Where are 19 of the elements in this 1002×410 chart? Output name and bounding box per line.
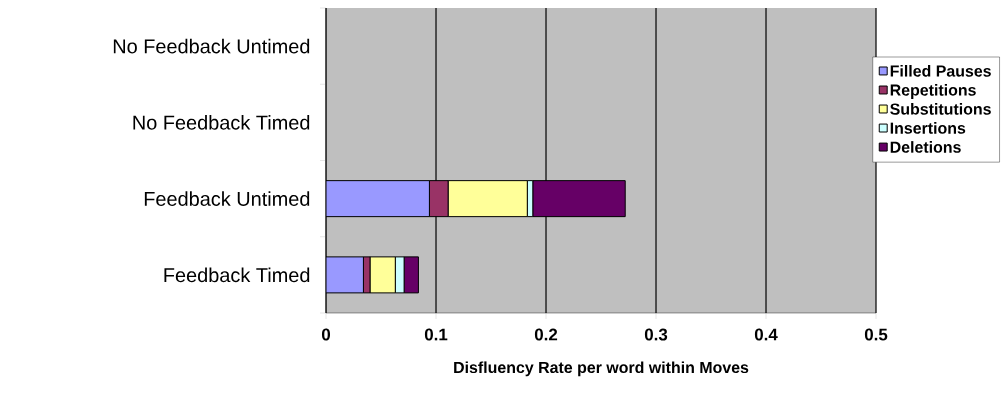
x-tick-label: 0.1 (424, 328, 448, 341)
bar (326, 180, 430, 218)
x-tick-label: 0 (321, 328, 331, 341)
x-tick-label: 0.3 (644, 328, 668, 341)
x-axis-title: Disfluency Rate per word within Moves (454, 361, 749, 377)
x-tick-label: 0.2 (534, 328, 558, 341)
x-tick-label: 0.4 (754, 328, 778, 341)
x-tick-label: 0.5 (864, 328, 888, 341)
y-tick-label: Feedback Timed (164, 267, 310, 283)
legend-label: Deletions (890, 141, 961, 153)
y-tick-label: Feedback Untimed (144, 191, 310, 206)
bar (326, 256, 364, 294)
legend-label: Filled Pauses (890, 65, 991, 77)
bar (532, 180, 626, 218)
legend-label: Insertions (890, 122, 966, 134)
legend-label: Substitutions (890, 103, 991, 115)
y-tick-label: No Feedback Untimed (113, 38, 310, 54)
y-tick-label: No Feedback Timed (133, 115, 310, 130)
legend-label: Repetitions (890, 84, 976, 99)
